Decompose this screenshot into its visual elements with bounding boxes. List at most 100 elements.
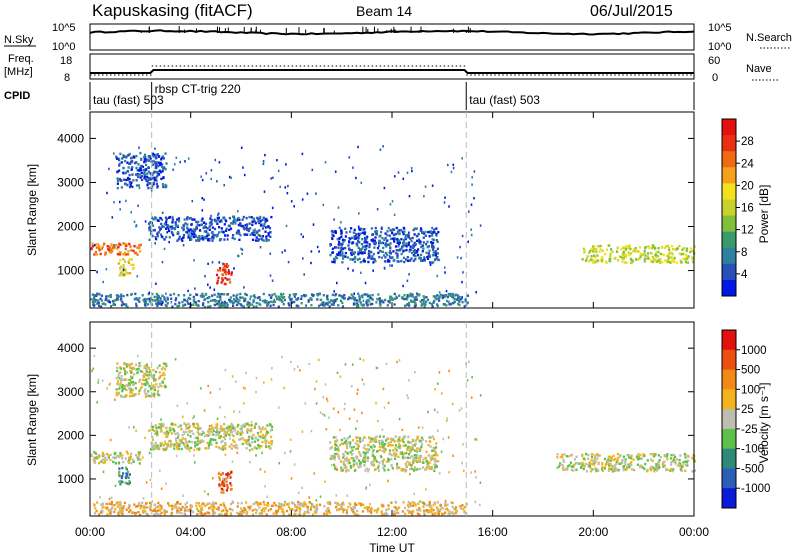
heatmap-cell <box>334 458 336 461</box>
heatmap-cell <box>186 302 190 305</box>
heatmap-cell <box>165 430 168 433</box>
heatmap-cell <box>643 251 646 255</box>
heatmap-cell <box>364 451 368 455</box>
heatmap-cell <box>332 457 334 460</box>
heatmap-cell <box>131 388 134 392</box>
heatmap-cell <box>159 442 162 445</box>
heatmap-cell <box>202 221 206 224</box>
heatmap-cell <box>231 509 234 512</box>
heatmap-cell <box>406 446 410 449</box>
heatmap-cell <box>432 241 435 245</box>
heatmap-cell <box>389 297 392 301</box>
heatmap-cell <box>132 249 135 253</box>
heatmap-cell <box>241 248 244 251</box>
heatmap-cell <box>118 162 121 166</box>
heatmap-cell <box>413 249 416 252</box>
heatmap-cell <box>319 303 322 306</box>
heatmap-cell <box>350 227 353 230</box>
heatmap-cell <box>414 252 417 255</box>
heatmap-cell <box>193 454 195 457</box>
heatmap-cell <box>228 268 230 272</box>
heatmap-cell <box>148 238 151 241</box>
heatmap-cell <box>154 441 157 444</box>
heatmap-cell <box>351 453 354 456</box>
heatmap-cell <box>350 506 353 510</box>
heatmap-cell <box>143 175 146 178</box>
heatmap-cell <box>339 504 342 507</box>
heatmap-cell <box>181 433 184 437</box>
heatmap-cell <box>593 461 596 464</box>
heatmap-cell <box>242 423 245 426</box>
heatmap-cell <box>435 297 438 301</box>
heatmap-cell <box>661 463 664 466</box>
heatmap-cell <box>337 411 340 414</box>
heatmap-cell <box>224 277 227 280</box>
heatmap-cell <box>357 513 360 517</box>
heatmap-cell <box>97 454 101 457</box>
heatmap-cell <box>391 200 394 203</box>
heatmap-cell <box>261 433 264 437</box>
heatmap-cell <box>411 295 414 298</box>
heatmap-cell <box>418 459 421 463</box>
heatmap-cell <box>201 513 204 516</box>
heatmap-cell <box>408 463 411 466</box>
heatmap-cell <box>406 394 409 397</box>
heatmap-cell <box>371 451 374 454</box>
heatmap-cell <box>621 257 624 261</box>
heatmap-cell <box>183 294 186 297</box>
heatmap-cell <box>435 442 438 445</box>
heatmap-cell <box>407 243 410 247</box>
heatmap-cell <box>428 461 431 464</box>
heatmap-cell <box>162 157 165 160</box>
heatmap-cell <box>176 224 179 227</box>
heatmap-cell <box>377 464 380 467</box>
heatmap-cell <box>269 508 272 511</box>
heatmap-cell <box>672 260 676 264</box>
heatmap-cell <box>222 266 225 269</box>
heatmap-cell <box>272 176 274 179</box>
heatmap-cell <box>356 436 360 439</box>
heatmap-cell <box>352 463 355 466</box>
heatmap-cell <box>363 506 366 509</box>
heatmap-cell <box>328 300 331 304</box>
heatmap-cell <box>605 462 608 466</box>
heatmap-cell <box>146 179 149 183</box>
heatmap-cell <box>126 161 129 164</box>
heatmap-cell <box>672 459 676 462</box>
velocity-ylabel: Slant Range [km] <box>25 374 39 466</box>
heatmap-cell <box>392 228 396 231</box>
heatmap-cell <box>689 250 692 254</box>
heatmap-cell <box>164 303 167 307</box>
heatmap-cell <box>247 437 251 440</box>
heatmap-cell <box>671 253 674 256</box>
heatmap-cell <box>201 303 205 307</box>
heatmap-cell <box>361 294 364 297</box>
heatmap-cell <box>420 304 423 307</box>
heatmap-cell <box>622 455 625 458</box>
heatmap-cell <box>206 296 209 300</box>
heatmap-cell <box>381 299 384 302</box>
heatmap-cell <box>124 457 127 460</box>
heatmap-cell <box>128 162 131 166</box>
heatmap-cell <box>615 467 618 471</box>
heatmap-cell <box>428 436 431 439</box>
heatmap-cell <box>407 396 409 400</box>
heatmap-cell <box>252 229 255 232</box>
cpid-segment-label: tau (fast) 503 <box>469 93 540 107</box>
heatmap-cell <box>350 457 353 460</box>
heatmap-cell <box>352 510 355 514</box>
heatmap-cell <box>381 449 384 453</box>
heatmap-cell <box>357 303 360 307</box>
heatmap-cell <box>130 371 133 374</box>
heatmap-cell <box>408 273 410 276</box>
heatmap-cell <box>363 258 366 261</box>
heatmap-cell <box>650 260 653 263</box>
heatmap-cell <box>182 225 186 228</box>
heatmap-cell <box>433 447 437 450</box>
heatmap-cell <box>179 424 182 427</box>
heatmap-cell <box>367 252 370 255</box>
heatmap-cell <box>436 508 440 511</box>
heatmap-cell <box>601 257 604 260</box>
heatmap-cell <box>410 467 413 470</box>
heatmap-cell <box>337 243 340 246</box>
